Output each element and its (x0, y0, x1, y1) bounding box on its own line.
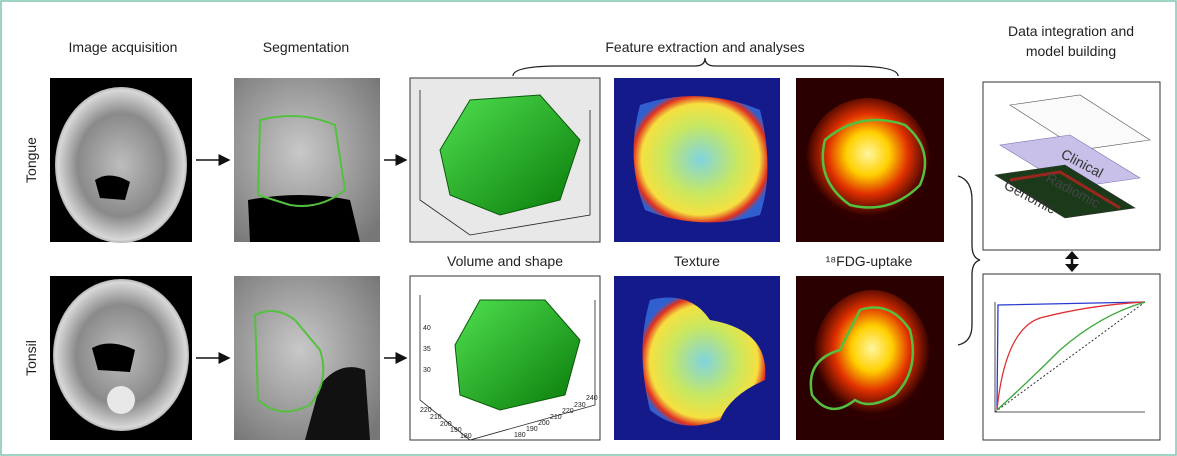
tick-label: 210 (430, 414, 442, 421)
column-title: Data integration and (1008, 23, 1134, 39)
ct-image (50, 78, 192, 440)
column-title: Feature extraction and analyses (605, 39, 804, 55)
double-arrow (1065, 251, 1079, 272)
column-title: model building (1026, 43, 1116, 59)
tick-label: 180 (514, 432, 526, 439)
feature-label: ¹⁸FDG-uptake (826, 253, 913, 269)
row-label: Tongue (23, 137, 39, 183)
tick-label: 40 (423, 325, 431, 332)
segmentation-image (234, 78, 380, 440)
brace (513, 58, 898, 76)
tick-label: 210 (550, 414, 562, 421)
tick-label: 220 (562, 408, 574, 415)
column-title: Segmentation (263, 39, 349, 55)
tick-label: 190 (526, 426, 538, 433)
tick-label: 180 (460, 433, 472, 440)
tick-label: 30 (423, 367, 431, 374)
feature-label: Volume and shape (447, 253, 563, 269)
tick-label: 200 (538, 420, 550, 427)
tick-label: 230 (574, 402, 586, 409)
tick-label: 35 (423, 346, 431, 353)
tick-label: 240 (586, 395, 598, 402)
feature-label: Texture (674, 253, 720, 269)
tick-label: 220 (420, 407, 432, 414)
figure: Image acquisition Segmentation Feature e… (0, 0, 1177, 456)
row-label: Tonsil (23, 340, 39, 376)
roc-panel (983, 274, 1160, 440)
column-title: Image acquisition (69, 39, 178, 55)
brace (958, 176, 980, 345)
